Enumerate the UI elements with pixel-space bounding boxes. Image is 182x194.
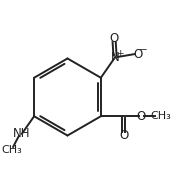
Text: O: O (133, 48, 142, 61)
Text: N: N (110, 51, 119, 64)
Text: O: O (109, 32, 119, 45)
Text: −: − (139, 45, 148, 55)
Text: O: O (119, 129, 128, 142)
Text: O: O (136, 110, 146, 123)
Text: NH: NH (13, 127, 31, 140)
Text: +: + (116, 49, 124, 58)
Text: CH₃: CH₃ (2, 145, 23, 155)
Text: CH₃: CH₃ (150, 111, 171, 121)
